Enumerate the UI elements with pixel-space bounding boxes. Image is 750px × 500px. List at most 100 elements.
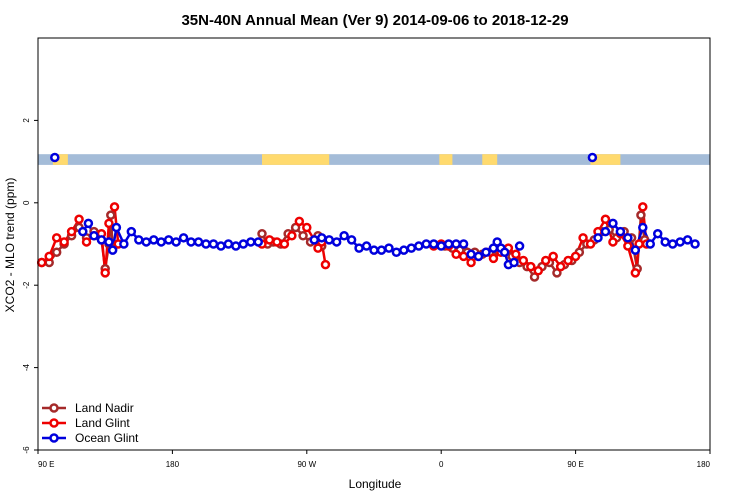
series-1-point bbox=[511, 249, 521, 260]
surface-strip bbox=[38, 152, 710, 165]
series-2-point bbox=[208, 239, 219, 249]
series-1-point bbox=[59, 237, 69, 247]
series-2-point bbox=[667, 239, 678, 249]
series-1-point bbox=[320, 259, 331, 270]
legend-label-0: Land Nadir bbox=[75, 401, 134, 415]
series-2-point bbox=[148, 235, 159, 245]
land-band-3 bbox=[482, 154, 498, 165]
series-2-point bbox=[96, 235, 107, 245]
series-1-point bbox=[548, 251, 558, 262]
series-2-point bbox=[481, 247, 491, 257]
chart-title: 35N-40N Annual Mean (Ver 9) 2014-09-06 t… bbox=[181, 12, 568, 29]
series-0-point bbox=[257, 228, 267, 239]
x-tick-label: 180 bbox=[166, 460, 180, 469]
series-2-point bbox=[78, 226, 88, 237]
ocean-band bbox=[38, 154, 710, 165]
y-axis-label: XCO2 - MLO trend (ppm) bbox=[3, 178, 17, 313]
series-0-point bbox=[298, 231, 308, 241]
land-band-1 bbox=[262, 154, 330, 165]
series-2-point bbox=[509, 257, 519, 268]
series-1-point bbox=[104, 218, 114, 229]
series-2-point bbox=[451, 239, 461, 249]
series-1-point bbox=[451, 249, 461, 260]
series-2-point bbox=[652, 228, 663, 239]
series-1-point bbox=[638, 202, 648, 212]
series-1-point bbox=[74, 214, 84, 225]
series-1-point bbox=[44, 251, 54, 262]
legend-marker-0 bbox=[49, 403, 59, 413]
y-tick-label: 0 bbox=[22, 200, 31, 205]
x-tick-label: 180 bbox=[697, 460, 711, 469]
y-tick-label: -4 bbox=[22, 363, 31, 371]
series-1-point bbox=[272, 237, 282, 247]
series-2-point bbox=[83, 218, 94, 229]
series-1-point bbox=[608, 237, 618, 247]
y-tick-label: -6 bbox=[22, 446, 31, 454]
series-2-point bbox=[231, 241, 241, 251]
series-2-point bbox=[186, 237, 196, 247]
series-2-point bbox=[193, 237, 204, 247]
series-2-point bbox=[682, 235, 693, 245]
series-2-point bbox=[443, 239, 454, 249]
series-2-point bbox=[384, 243, 394, 253]
series-2-point bbox=[331, 237, 342, 247]
series-2-point bbox=[126, 226, 137, 237]
y-tick-label: 2 bbox=[22, 118, 31, 123]
series-0-point bbox=[51, 247, 62, 257]
series-2-point bbox=[163, 235, 174, 245]
series-2-point bbox=[316, 233, 327, 243]
series-2-point bbox=[436, 241, 446, 251]
series-1-point bbox=[100, 268, 110, 278]
series-2-point bbox=[104, 237, 114, 247]
series-1-point bbox=[302, 222, 312, 233]
series-1-point bbox=[294, 216, 305, 227]
series-2-point bbox=[107, 245, 118, 255]
series-2-point bbox=[690, 239, 700, 249]
legend-label-2: Ocean Glint bbox=[75, 431, 139, 445]
series-2-point bbox=[608, 218, 618, 229]
series-2-point bbox=[339, 231, 349, 241]
series-2-point bbox=[361, 241, 372, 251]
series-2-point bbox=[178, 233, 189, 243]
series-2-point bbox=[514, 241, 525, 251]
series-2-point bbox=[238, 239, 249, 249]
series-1-point bbox=[600, 214, 611, 225]
series-2-point bbox=[660, 237, 670, 247]
series-2-point bbox=[346, 235, 357, 245]
series-1-point bbox=[264, 235, 275, 245]
series-1-point bbox=[279, 239, 290, 249]
series-2-point bbox=[675, 237, 685, 247]
series-2-point bbox=[253, 237, 264, 247]
x-tick-label: 90 W bbox=[297, 460, 316, 469]
legend-marker-2 bbox=[49, 433, 59, 443]
series-2-point bbox=[89, 231, 99, 241]
series-2-point bbox=[473, 251, 484, 262]
series-2-point bbox=[623, 233, 633, 243]
series-1-point bbox=[109, 202, 120, 212]
series-1-point bbox=[36, 257, 47, 268]
series-2-point bbox=[414, 241, 424, 251]
series-1-point bbox=[526, 261, 536, 272]
series-2-point bbox=[615, 226, 626, 237]
axis-ticks: 90 E 180 90 W 0 90 E 180 -6 -4 -2 0 2 bbox=[22, 118, 711, 469]
series-2-point bbox=[354, 243, 364, 253]
series-1-point bbox=[578, 233, 588, 243]
plot-frame bbox=[37, 37, 711, 451]
x-tick-label: 0 bbox=[439, 460, 444, 469]
series-2-point bbox=[458, 239, 469, 249]
series-2-point bbox=[141, 237, 152, 247]
strip-point-1 bbox=[587, 152, 598, 163]
series-1-point bbox=[585, 239, 596, 249]
series-layer bbox=[36, 202, 700, 282]
land-band-2 bbox=[439, 154, 453, 165]
legend-marker-1 bbox=[49, 418, 59, 428]
series-2-point bbox=[645, 239, 656, 249]
series-1-point bbox=[458, 251, 469, 262]
strip-point-0 bbox=[50, 152, 60, 163]
series-2-point bbox=[600, 226, 611, 237]
series-1-point bbox=[66, 226, 77, 237]
series-1-point bbox=[533, 266, 544, 276]
series-2-point bbox=[399, 245, 409, 255]
